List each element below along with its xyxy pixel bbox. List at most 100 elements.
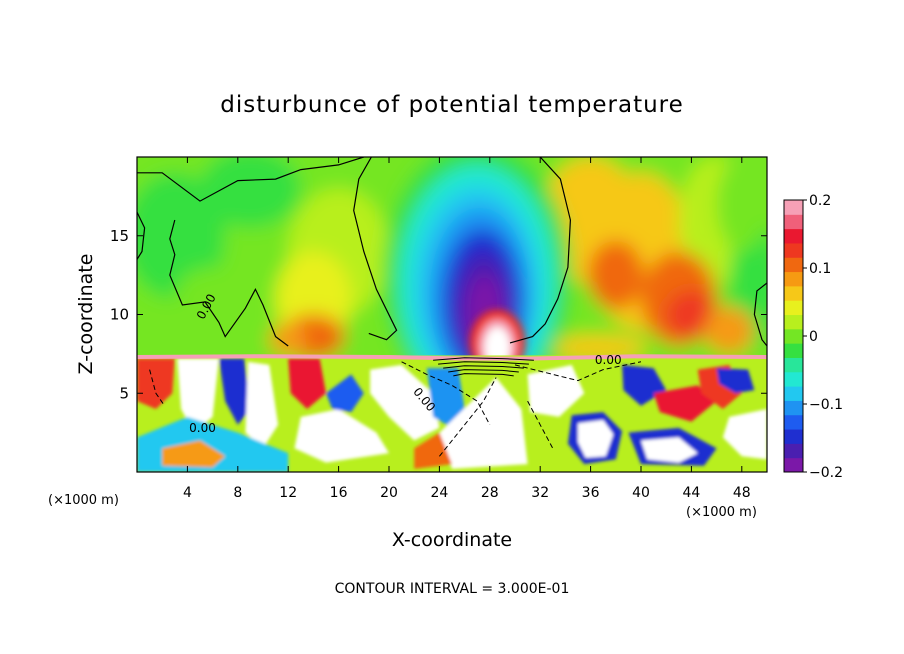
colorbar-swatch [784,457,803,473]
x-tick-label: 40 [632,485,650,501]
turbulent-cell [245,361,279,449]
negative-contour [527,400,554,449]
colorbar-swatch [784,271,803,287]
y-tick-label: 15 [110,227,129,245]
colorbar-swatch [784,242,803,258]
turbulent-cell [218,358,251,425]
x-tick-label: 32 [531,485,549,501]
contour-line [353,157,398,341]
x-tick-label: 16 [330,485,348,501]
warm-anomaly [666,290,717,339]
colorbar-swatch [784,300,803,316]
colorbar-swatch [784,357,803,373]
field-patch [716,157,767,252]
colorbar-swatch [784,414,803,430]
warm-anomaly [546,334,648,361]
colorbar-swatch [784,443,803,459]
colorbar-swatch [784,371,803,387]
field-patch [137,172,226,299]
x-tick-label: 24 [430,485,448,501]
cloud-top-contours [433,357,534,377]
x-axis-label: X-coordinate [392,529,512,551]
y-tick-label: 5 [119,384,129,402]
turbulent-cell [162,440,226,468]
turbulent-cell [294,409,389,463]
negative-contours [149,361,642,457]
colorbar-tick-label: −0.1 [809,397,843,413]
turbulent-cell [177,358,219,433]
turbulent-cell [578,420,614,458]
cloud-top-contour [443,365,524,369]
colorbar-swatch [784,314,803,330]
negative-contour [149,369,166,407]
turbulent-cell [370,364,440,441]
x-tick-label: 20 [380,485,398,501]
contour-line [169,219,289,347]
contour-line [137,211,146,260]
colorbar-swatch [784,386,803,401]
colorbar-swatch [784,214,803,230]
negative-contour [514,361,642,382]
contour-label: 0.00 [189,421,216,435]
field-patch [174,267,251,331]
turbulent-cell [288,358,326,409]
y-axis-ticks: 5 10 15 [110,227,767,402]
y-axis-label: Z-coordinate [75,254,97,375]
turbulent-cell [439,377,528,469]
contour-line [753,282,767,347]
contour-line [509,157,572,344]
turbulent-cell [326,374,364,413]
x-unit-right: (×1000 m) [686,505,757,520]
negative-contour [439,377,497,457]
cloud-top-contour [453,373,514,377]
warm-anomaly [588,240,644,310]
warm-anomaly [269,323,308,356]
contour-line [137,157,364,202]
contour-interval-note: CONTOUR INTERVAL = 3.000E-01 [335,581,570,597]
colorbar-tick-label: 0.1 [809,261,831,277]
colorbar-tick-label: −0.2 [809,465,843,481]
turbulent-cell [426,368,465,428]
colorbar-swatch [784,200,803,215]
colorbar-swatch [784,228,803,244]
colorbar-tick-label: 0.2 [809,193,831,209]
x-tick-label: 28 [481,485,499,501]
x-tick-label: 36 [582,485,600,501]
cloud-top-contour [448,369,519,373]
cloud-top-contour [438,361,529,365]
colorbar-swatch [784,257,803,273]
colorbar: 0.2 0.1 0 −0.1 −0.2 [783,193,843,481]
chart-title: disturbunce of potential temperature [220,92,684,118]
turbulent-cell [716,368,755,394]
turbulent-cell [527,364,585,417]
colorbar-swatch [784,400,803,416]
lower-structures [137,358,767,472]
x-axis-ticks: 4 8 12 16 20 24 28 32 36 40 44 48 [183,157,751,501]
warm-anomaly [704,306,755,354]
negative-contour [401,361,491,426]
x-unit-left: (×1000 m) [48,493,119,508]
colorbar-tick-label: 0 [809,329,818,345]
colorbar-swatch [784,328,803,344]
x-tick-label: 8 [233,485,242,501]
turbulent-cell [722,409,767,460]
cloud-top-interface [137,354,767,361]
y-tick-label: 10 [110,306,129,324]
x-tick-label: 12 [279,485,297,501]
turbulent-cell [641,437,698,463]
turbulent-cell [137,358,175,409]
x-tick-label: 4 [183,485,192,501]
contour-label: 0.00 [595,353,622,367]
x-tick-label: 44 [682,485,700,501]
contour-lines [137,157,767,347]
colorbar-swatch [784,285,803,301]
cloud-top-contour [433,357,534,361]
colorbar-swatch [784,343,803,358]
turbulent-cell [414,432,452,469]
x-tick-label: 48 [733,485,751,501]
colorbar-swatch [784,429,803,444]
heatmap-field: 0.000.000.000.00 [137,157,767,472]
field-patch [200,157,301,228]
turbulent-cell [653,385,717,422]
